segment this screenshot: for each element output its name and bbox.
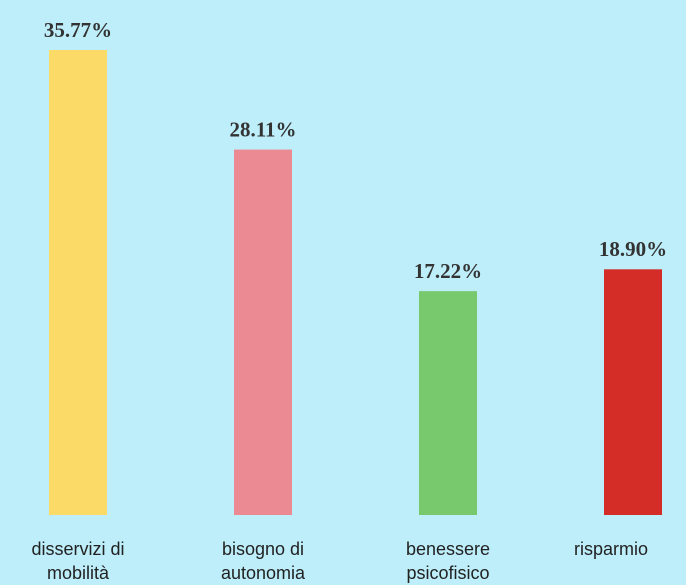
- bar: [49, 50, 107, 515]
- x-tick-label: risparmio: [573, 539, 648, 559]
- bar: [604, 269, 662, 515]
- bar: [234, 149, 292, 515]
- value-label: 28.11%: [229, 117, 296, 141]
- x-tick-label: disservizi di mobilità: [31, 539, 125, 583]
- value-label: 18.90%: [599, 237, 667, 261]
- value-label: 17.22%: [414, 259, 482, 283]
- x-tick-label: bisogno di autonomia: [220, 539, 306, 583]
- value-label: 35.77%: [44, 18, 112, 42]
- bar: [419, 291, 477, 515]
- x-tick-label: benessere psicofisico: [405, 539, 491, 583]
